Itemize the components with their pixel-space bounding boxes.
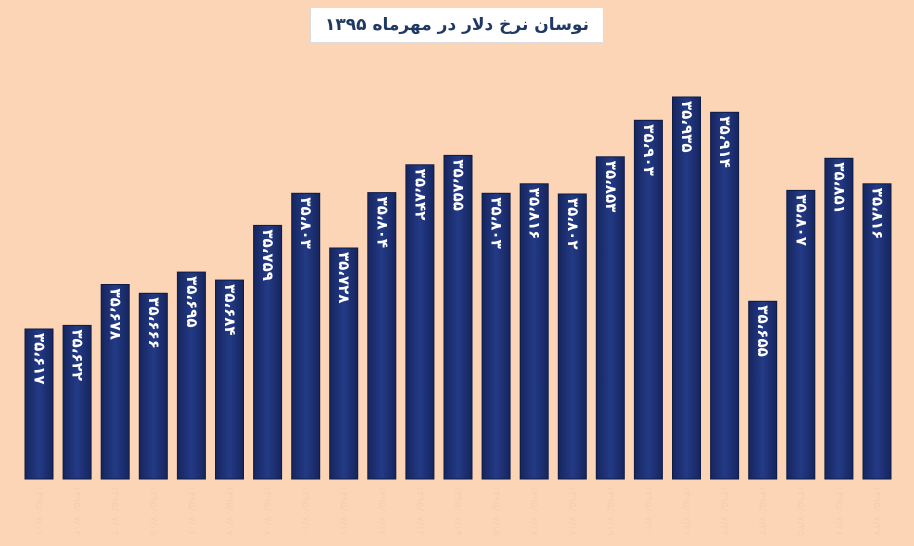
x-tick-label: ۱۳۹۵/۰۷/۰۴ — [109, 486, 120, 536]
x-tick-label: ۱۳۹۵/۰۷/۲۵ — [795, 486, 806, 536]
bar-value-label: ۳۵،۶۸۴ — [221, 284, 239, 335]
bar-value-label: ۳۵،۶۲۲ — [69, 329, 87, 380]
bar-value-label: ۳۵،۸۵۱ — [830, 162, 848, 213]
x-tick-label: ۱۳۹۵/۰۷/۱۱ — [338, 486, 349, 536]
chart-title: نوسان نرخ دلار در مهرماه ۱۳۹۵ — [325, 15, 589, 35]
bar-value-label: ۳۵،۶۷۸ — [107, 289, 125, 340]
chart-title-box: نوسان نرخ دلار در مهرماه ۱۳۹۵ — [310, 7, 604, 43]
bar — [367, 192, 397, 480]
bar-value-label: ۳۵،۸۰۴ — [373, 197, 391, 248]
x-tick-label: ۱۳۹۵/۰۷/۱۵ — [490, 486, 501, 536]
bar — [253, 224, 283, 480]
x-tick-label: ۱۳۹۵/۰۷/۲۰ — [642, 486, 653, 536]
bar-value-label: ۳۵،۹۰۳ — [640, 124, 658, 175]
bar-value-label: ۳۵،۸۵۵ — [450, 159, 468, 210]
bar-value-label: ۳۵،۸۰۷ — [792, 194, 810, 245]
bar-value-label: ۳۵،۹۱۴ — [716, 116, 734, 167]
x-tick-label: ۱۳۹۵/۰۷/۱۹ — [604, 486, 615, 536]
bar — [329, 247, 359, 480]
x-tick-label: ۱۳۹۵/۰۷/۲۴ — [757, 486, 768, 536]
bar — [519, 183, 549, 480]
bar — [862, 183, 892, 480]
x-tick-label: ۱۳۹۵/۰۷/۲۲ — [719, 486, 730, 536]
x-tick-label: ۱۳۹۵/۰۷/۲۶ — [833, 486, 844, 536]
bar — [595, 156, 625, 480]
bar-value-label: ۳۵،۷۲۸ — [335, 252, 353, 303]
bar-value-label: ۳۵،۷۵۹ — [259, 229, 277, 280]
bar — [710, 111, 740, 480]
x-tick-label: ۱۳۹۵/۰۷/۱۳ — [414, 486, 425, 536]
bar-value-label: ۳۵،۶۵۵ — [754, 305, 772, 356]
x-tick-label: ۱۳۹۵/۰۷/۲۷ — [871, 486, 882, 536]
bar-value-label: ۳۵،۸۰۳ — [488, 197, 506, 248]
bar — [215, 279, 244, 480]
bar-value-label: ۳۵،۸۱۶ — [526, 188, 544, 239]
bar-value-label: ۳۵،۸۱۶ — [869, 188, 887, 239]
x-tick-label: ۱۳۹۵/۰۷/۰۷ — [224, 486, 235, 536]
x-tick-labels-group: ۱۳۹۵/۰۷/۰۱ ۱۳۹۵/۰۷/۰۳ ۱۳۹۵/۰۷/۰۴ ۱۳۹۵/۰۷/۰۵… — [33, 486, 882, 536]
bar-value-label: ۳۵،۶۹۵ — [183, 276, 201, 327]
x-tick-label: ۱۳۹۵/۰۷/۱۰ — [300, 486, 311, 536]
x-tick-label: ۱۳۹۵/۰۷/۰۸ — [262, 486, 273, 536]
bar-value-label: ۳۵،۹۳۵ — [678, 101, 696, 152]
bar-value-label: ۳۵،۸۰۲ — [564, 198, 582, 249]
x-tick-label: ۱۳۹۵/۰۷/۰۶ — [185, 486, 196, 536]
bar-value-label: ۳۵،۸۰۳ — [297, 197, 315, 248]
bar — [557, 193, 587, 480]
value-labels-group: ۳۵،۶۱۷ ۳۵،۶۲۲ ۳۵،۶۷۸ ۳۵،۶۶۶ ۳۵،۶۹۵ ۳۵،۶۸۴ ۳۵،۷… — [31, 101, 887, 384]
x-tick-label: ۱۳۹۵/۰۷/۰۳ — [71, 486, 82, 536]
bar — [405, 164, 435, 480]
bar-value-label: ۳۵،۶۶۶ — [145, 297, 163, 348]
x-tick-label: ۱۳۹۵/۰۷/۱۴ — [452, 486, 463, 536]
x-tick-label: ۱۳۹۵/۰۷/۰۵ — [147, 486, 158, 536]
bar-value-label: ۳۵،۸۵۳ — [602, 161, 620, 212]
bar — [786, 189, 816, 480]
bar — [62, 324, 92, 480]
bar — [100, 284, 130, 480]
bar — [824, 157, 854, 480]
bar — [481, 192, 511, 480]
bars-group — [24, 96, 892, 480]
bar — [633, 119, 663, 480]
x-tick-label: ۱۳۹۵/۰۷/۱۷ — [528, 486, 539, 536]
bar — [176, 271, 206, 480]
bar-value-label: ۳۵،۸۴۲ — [411, 169, 429, 220]
bar — [443, 154, 473, 480]
x-tick-label: ۱۳۹۵/۰۷/۰۱ — [33, 486, 44, 536]
x-tick-label: ۱۳۹۵/۰۷/۱۲ — [376, 486, 387, 536]
x-tick-label: ۱۳۹۵/۰۷/۱۸ — [566, 486, 577, 536]
bar — [24, 328, 54, 480]
bar — [748, 300, 778, 480]
bar — [291, 192, 321, 480]
bar-value-label: ۳۵،۶۱۷ — [31, 333, 49, 384]
bar — [138, 292, 168, 480]
bar — [672, 96, 701, 480]
x-tick-label: ۱۳۹۵/۰۷/۲۱ — [681, 486, 692, 536]
